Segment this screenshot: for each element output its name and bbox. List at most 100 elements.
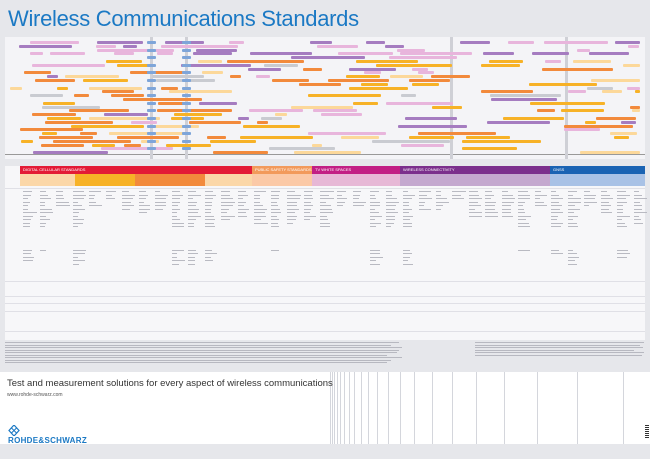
table-cell-text [468, 201, 479, 203]
timeline-bar [92, 143, 115, 147]
timeline-bar [23, 71, 52, 75]
timeline-bar [586, 86, 613, 90]
timeline-bar [269, 147, 336, 151]
timeline-bar [631, 109, 640, 113]
table-cell-text [551, 249, 560, 251]
timeline-bar [166, 143, 212, 147]
table-cell-text [320, 191, 334, 192]
table-cell-text [23, 212, 37, 213]
footnote-line [475, 347, 643, 348]
table-cell-text [270, 198, 280, 199]
table-cell-text [534, 198, 540, 199]
timeline-bar [290, 105, 354, 109]
table-cell-text [171, 263, 180, 265]
table-cell-text [402, 205, 410, 206]
table-cell-text [551, 205, 562, 206]
table-cell-text [204, 253, 217, 254]
timeline-bar [181, 63, 251, 67]
table-cell-text [435, 191, 442, 192]
stripe [576, 372, 578, 444]
table-cell-text [72, 215, 79, 217]
footnote-line [5, 357, 403, 358]
timeline-bar [238, 117, 249, 120]
table-cell-text [369, 249, 381, 251]
timeline-bar [375, 63, 452, 67]
table-cell-text [39, 222, 47, 224]
timeline-bar [490, 98, 557, 101]
stripe [475, 372, 477, 444]
timeline-bar [188, 120, 242, 124]
table-cell-text [23, 226, 31, 227]
table-cell-text [386, 205, 397, 206]
table-cell-text [188, 201, 197, 203]
timeline-bar [620, 120, 637, 124]
table-cell-text [23, 191, 32, 192]
table-cell-text [402, 201, 409, 203]
table-cell-text [551, 212, 564, 213]
table-cell-text [171, 194, 183, 196]
stripe [399, 372, 401, 444]
timeline-bar [79, 132, 98, 136]
table-cell-text [138, 194, 148, 196]
table-cell-text [485, 194, 494, 196]
table-cell-text [534, 194, 547, 196]
timeline-bar [113, 52, 134, 56]
timeline-bar [97, 41, 143, 44]
timeline-bar [481, 63, 520, 67]
timeline-bar [202, 71, 224, 75]
timeline-bar [247, 67, 281, 71]
timeline-bar [275, 113, 288, 117]
timeline-bar [256, 75, 270, 79]
footnote-line [5, 362, 388, 363]
table-cell-text [336, 201, 345, 203]
table-cell-text [23, 222, 30, 224]
timeline-bar [385, 101, 454, 105]
timeline-bar [614, 136, 630, 139]
standards-timeline [5, 37, 645, 159]
footnote-line [475, 342, 644, 343]
table-cell-text [188, 219, 196, 220]
table-cell-text [435, 201, 450, 203]
table-cell-text [518, 219, 527, 220]
table-cell-text [353, 194, 361, 196]
table-cell-text [369, 205, 380, 206]
timeline-bar [239, 136, 314, 139]
table-cell-text [188, 194, 202, 196]
table-cell-text [221, 208, 230, 210]
table-cell-text [402, 263, 414, 265]
table-cell-text [254, 208, 268, 210]
table-cell-text [633, 201, 641, 203]
timeline-bar [111, 94, 145, 98]
stripe [431, 372, 433, 444]
website-link[interactable]: www.rohde-schwarz.com [7, 392, 63, 398]
table-cell-text [402, 198, 413, 199]
table-cell-text [56, 201, 70, 203]
timeline-marker [182, 41, 191, 44]
timeline-bar [397, 124, 467, 128]
table-cell-text [452, 194, 462, 196]
table-cell-text [633, 212, 647, 213]
table-cell-text [551, 198, 563, 199]
table-cell-text [122, 205, 134, 206]
table-cell-text [419, 191, 432, 192]
timeline-bar [313, 109, 358, 113]
table-cell-text [204, 256, 211, 258]
table-cell-text [600, 201, 609, 203]
table-cell-text [204, 194, 217, 196]
timeline-marker [147, 63, 156, 67]
table-cell-text [204, 208, 212, 210]
table-cell-text [452, 198, 465, 199]
table-cell-text [303, 208, 312, 210]
timeline-bar [627, 44, 640, 48]
table-cell-text [23, 219, 32, 220]
table-cell-text [617, 212, 623, 213]
table-cell-text [204, 260, 213, 261]
table-cell-text [171, 222, 184, 224]
timeline-marker [147, 124, 156, 128]
timeline-marker [182, 79, 191, 82]
table-cell-text [551, 208, 560, 210]
table-cell-text [204, 191, 214, 192]
timeline-bar [543, 41, 609, 44]
timeline-bar [563, 124, 634, 128]
table-cell-text [402, 219, 410, 220]
